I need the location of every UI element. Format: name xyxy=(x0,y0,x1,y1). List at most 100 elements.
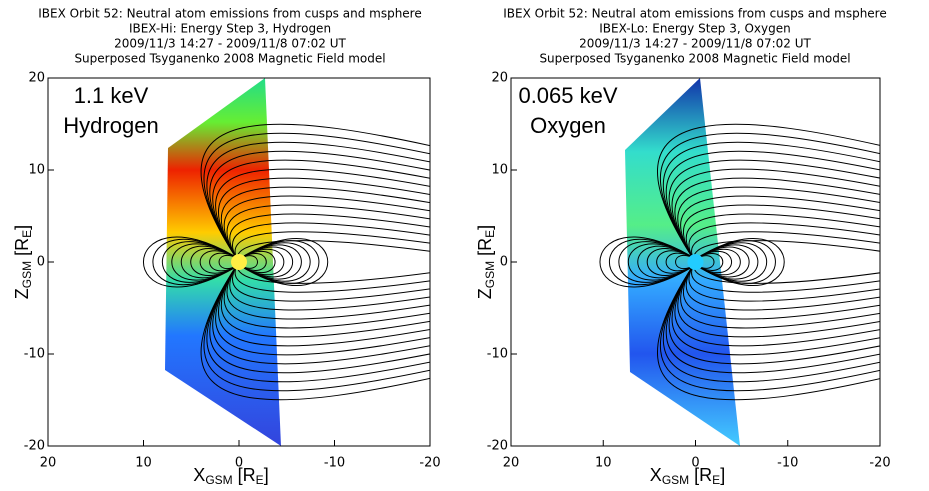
y-tick-label: 0 xyxy=(500,255,508,270)
x-tick-label: -20 xyxy=(419,456,440,471)
field-line xyxy=(695,238,785,286)
x-tick-label: 0 xyxy=(235,456,243,471)
field-line xyxy=(212,159,430,263)
emission-map xyxy=(625,78,740,446)
field-line xyxy=(671,261,880,356)
annotation: 1.1 keV xyxy=(74,83,149,108)
field-line xyxy=(618,241,696,283)
field-line xyxy=(218,254,240,270)
field-line xyxy=(199,250,240,274)
field-line xyxy=(218,261,430,347)
x-axis-label-part: [R xyxy=(233,465,256,485)
field-line xyxy=(677,186,880,263)
field-line xyxy=(238,242,311,282)
field-line xyxy=(656,250,696,274)
field-line xyxy=(180,245,240,279)
field-line xyxy=(609,238,696,286)
x-tick-label: -20 xyxy=(869,456,890,471)
field-line xyxy=(662,261,880,383)
field-line xyxy=(209,261,430,374)
chart-title: 2009/11/3 14:27 - 2009/11/8 07:02 UT xyxy=(114,37,346,51)
annotation: Oxygen xyxy=(530,113,606,138)
x-tick-label: 10 xyxy=(595,456,612,471)
field-line xyxy=(238,244,302,280)
field-line xyxy=(695,250,733,274)
x-tick-label: -10 xyxy=(324,456,345,471)
field-line xyxy=(152,238,240,286)
field-line xyxy=(212,261,430,365)
x-tick-label: 10 xyxy=(135,456,152,471)
field-line xyxy=(677,261,880,338)
y-axis-label-part: [R xyxy=(475,238,495,261)
field-line xyxy=(671,168,880,263)
field-line xyxy=(220,261,430,338)
y-tick-label: 10 xyxy=(28,163,45,178)
y-tick-label: 0 xyxy=(37,255,45,270)
field-line xyxy=(238,248,285,276)
plot-area xyxy=(142,78,430,446)
field-line xyxy=(238,238,329,286)
field-line xyxy=(171,243,240,281)
emission-map xyxy=(165,78,281,446)
field-line xyxy=(680,261,880,329)
field-line xyxy=(683,261,880,320)
field-line xyxy=(695,246,750,278)
field-line xyxy=(203,132,430,263)
chart-title: IBEX-Hi: Energy Step 3, Hydrogen xyxy=(129,22,331,36)
x-axis-label-part: GSM xyxy=(662,473,689,487)
field-line xyxy=(215,261,430,356)
y-tick-label: 20 xyxy=(491,71,508,86)
field-line xyxy=(220,186,430,263)
field-line xyxy=(238,246,293,278)
field-line xyxy=(231,261,430,302)
field-line xyxy=(674,177,880,263)
annotation: Hydrogen xyxy=(63,113,158,138)
x-axis-label-part: E xyxy=(712,473,720,487)
field-line xyxy=(142,236,240,288)
earth xyxy=(231,254,247,270)
field-line xyxy=(688,261,880,302)
field-line xyxy=(695,248,741,276)
field-line xyxy=(688,222,880,263)
field-line xyxy=(675,254,696,270)
field-line xyxy=(234,261,430,293)
field-line xyxy=(668,159,880,263)
earth xyxy=(687,254,704,270)
field-line xyxy=(657,123,880,263)
y-axis-label-part: GSM xyxy=(20,261,34,288)
x-axis-label-part: X xyxy=(193,465,205,485)
y-tick-label: -10 xyxy=(487,347,508,362)
field-line xyxy=(226,204,430,263)
field-line xyxy=(659,261,880,392)
field-line xyxy=(683,204,880,263)
field-line xyxy=(685,261,880,311)
field-line xyxy=(599,236,696,288)
field-line xyxy=(691,231,880,263)
y-axis-label-part: E xyxy=(20,230,34,238)
y-axis-label-part: [R xyxy=(12,238,32,261)
field-line xyxy=(161,241,240,283)
x-axis-label-part: GSM xyxy=(205,473,232,487)
chart-title: IBEX Orbit 52: Neutral atom emissions fr… xyxy=(38,7,422,21)
y-tick-label: 10 xyxy=(491,163,508,178)
y-tick-label: -20 xyxy=(487,439,508,454)
field-line xyxy=(209,252,240,272)
x-axis-label-part: E xyxy=(256,473,264,487)
field-line xyxy=(662,141,880,263)
field-line xyxy=(685,213,880,263)
y-axis-label: ZGSM [RE] xyxy=(12,225,34,299)
chart-title: 2009/11/3 14:27 - 2009/11/8 07:02 UT xyxy=(579,37,811,51)
field-line xyxy=(206,141,430,263)
field-line xyxy=(223,261,430,329)
field-line xyxy=(680,195,880,263)
y-tick-label: 20 xyxy=(28,71,45,86)
x-axis-label: XGSM [RE] xyxy=(650,465,725,487)
x-axis-label: XGSM [RE] xyxy=(193,465,268,487)
field-line xyxy=(229,213,430,263)
field-line xyxy=(674,261,880,347)
field-line xyxy=(665,261,880,374)
field-line xyxy=(659,132,880,263)
field-line xyxy=(668,261,880,365)
field-line xyxy=(238,240,320,284)
